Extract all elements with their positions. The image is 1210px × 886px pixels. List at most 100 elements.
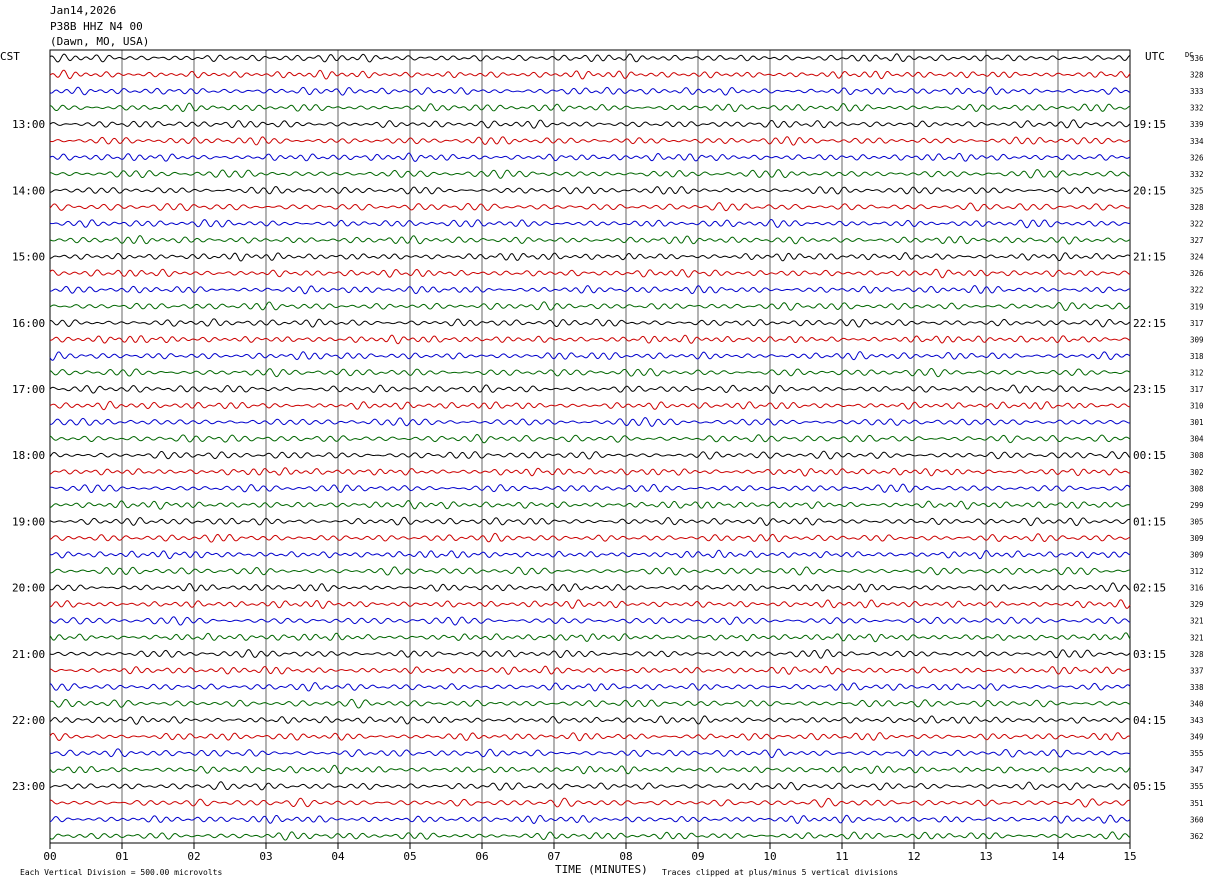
dc-offset-label: 322	[1190, 286, 1204, 295]
scale-note: Each Vertical Division = 500.00 microvol…	[20, 868, 222, 877]
dc-offset-label: 316	[1190, 584, 1204, 593]
seismic-trace	[49, 218, 1131, 229]
x-tick-label: 11	[835, 850, 848, 863]
dc-offset-label: 332	[1190, 104, 1204, 113]
right-hour-label: 01:15	[1133, 515, 1166, 528]
axis-labels: 00 01 02 03 04 05 06 07 08 09 10 11 12 13 14 15 336 328 33…	[12, 54, 1204, 863]
right-hour-label: 23:15	[1133, 383, 1166, 396]
seismic-trace	[49, 748, 1131, 759]
dc-offset-label: 321	[1190, 633, 1204, 642]
dc-offset-label: 309	[1190, 335, 1204, 344]
seismic-trace	[49, 433, 1131, 444]
right-hour-label: 03:15	[1133, 648, 1166, 661]
seismic-trace	[49, 86, 1131, 96]
dc-offset-label: 349	[1190, 733, 1204, 742]
seismic-trace	[49, 301, 1131, 312]
left-hour-label: 15:00	[12, 251, 45, 264]
seismic-trace	[49, 417, 1131, 427]
dc-offset-label: 360	[1190, 815, 1204, 824]
plot-frame	[49, 49, 1131, 844]
seismic-trace	[49, 649, 1131, 659]
dc-offset-label: 309	[1190, 534, 1204, 543]
x-tick-label: 05	[403, 850, 416, 863]
seismic-trace	[49, 599, 1131, 609]
seismic-trace	[49, 698, 1131, 709]
seismic-trace	[49, 235, 1131, 245]
x-tick-label: 00	[43, 850, 56, 863]
seismic-trace	[49, 732, 1131, 742]
left-hour-label: 21:00	[12, 648, 45, 661]
x-tick-label: 09	[691, 850, 704, 863]
seismic-trace	[49, 516, 1131, 527]
left-zone-label: CST	[0, 50, 20, 63]
seismic-trace	[49, 616, 1131, 626]
clip-note: Traces clipped at plus/minus 5 vertical …	[662, 868, 898, 877]
seismic-trace	[49, 831, 1131, 841]
seismic-trace	[49, 532, 1131, 543]
seismic-trace	[49, 268, 1131, 279]
dc-offset-label: 326	[1190, 153, 1204, 162]
x-tick-label: 15	[1123, 850, 1136, 863]
dc-offset-label: 340	[1190, 699, 1204, 708]
dc-offset-label: 321	[1190, 617, 1204, 626]
left-hour-label: 17:00	[12, 383, 45, 396]
dc-offset-label: 329	[1190, 600, 1204, 609]
seismic-trace	[49, 781, 1131, 791]
dc-offset-label: 308	[1190, 451, 1204, 460]
right-hour-label: 20:15	[1133, 184, 1166, 197]
left-hour-label: 14:00	[12, 184, 45, 197]
dc-offset-label: 322	[1190, 220, 1204, 229]
seismic-trace	[49, 119, 1131, 129]
dc-offset-label: 334	[1190, 137, 1204, 146]
dc-offset-label: 333	[1190, 87, 1204, 96]
dc-offset-label: 327	[1190, 236, 1204, 245]
left-hour-label: 23:00	[12, 780, 45, 793]
right-hour-label: 21:15	[1133, 251, 1166, 264]
seismic-trace	[49, 764, 1131, 775]
seismic-trace	[49, 69, 1131, 80]
dc-offset-label: 347	[1190, 766, 1204, 775]
x-tick-label: 06	[475, 850, 488, 863]
x-axis-title: TIME (MINUTES)	[555, 863, 648, 876]
left-hour-label: 22:00	[12, 714, 45, 727]
dc-offset-label: 355	[1190, 749, 1204, 758]
right-zone-label: UTC	[1145, 50, 1165, 63]
dc-offset-label: 325	[1190, 186, 1204, 195]
x-tick-label: 12	[907, 850, 920, 863]
seismic-trace	[49, 185, 1131, 195]
seismic-traces	[49, 53, 1131, 841]
seismic-trace	[49, 252, 1131, 262]
seismic-trace	[49, 367, 1131, 378]
dc-offset-label: 299	[1190, 501, 1204, 510]
dc-offset-label: 309	[1190, 551, 1204, 560]
left-hour-label: 16:00	[12, 317, 45, 330]
seismic-trace	[49, 715, 1131, 725]
dc-offset-label: 355	[1190, 782, 1204, 791]
right-hour-label: 04:15	[1133, 714, 1166, 727]
right-hour-label: 05:15	[1133, 780, 1166, 793]
header-location: (Dawn, MO, USA)	[50, 35, 150, 48]
seismic-trace	[49, 202, 1131, 212]
seismic-trace	[49, 53, 1131, 63]
dc-offset-label: 301	[1190, 418, 1204, 427]
seismic-trace	[49, 318, 1131, 328]
dc-offset-label: 328	[1190, 650, 1204, 659]
seismic-trace	[49, 814, 1131, 825]
seismic-trace	[49, 483, 1131, 494]
dc-offset-label: 317	[1190, 319, 1204, 328]
seismic-trace	[49, 467, 1131, 477]
dc-offset-label: 308	[1190, 484, 1204, 493]
dc-offset-label: 312	[1190, 368, 1204, 377]
x-tick-label: 14	[1051, 850, 1065, 863]
seismic-trace	[49, 285, 1131, 295]
dc-offset-label: 351	[1190, 799, 1204, 808]
left-hour-label: 18:00	[12, 449, 45, 462]
left-hour-label: 13:00	[12, 118, 45, 131]
seismic-trace	[49, 169, 1131, 179]
dc-offset-label: 339	[1190, 120, 1204, 129]
seismic-trace	[49, 582, 1131, 593]
seismic-trace	[49, 797, 1131, 808]
seismic-trace	[49, 400, 1131, 411]
left-hour-label: 19:00	[12, 515, 45, 528]
dc-offset-label: 343	[1190, 716, 1204, 725]
